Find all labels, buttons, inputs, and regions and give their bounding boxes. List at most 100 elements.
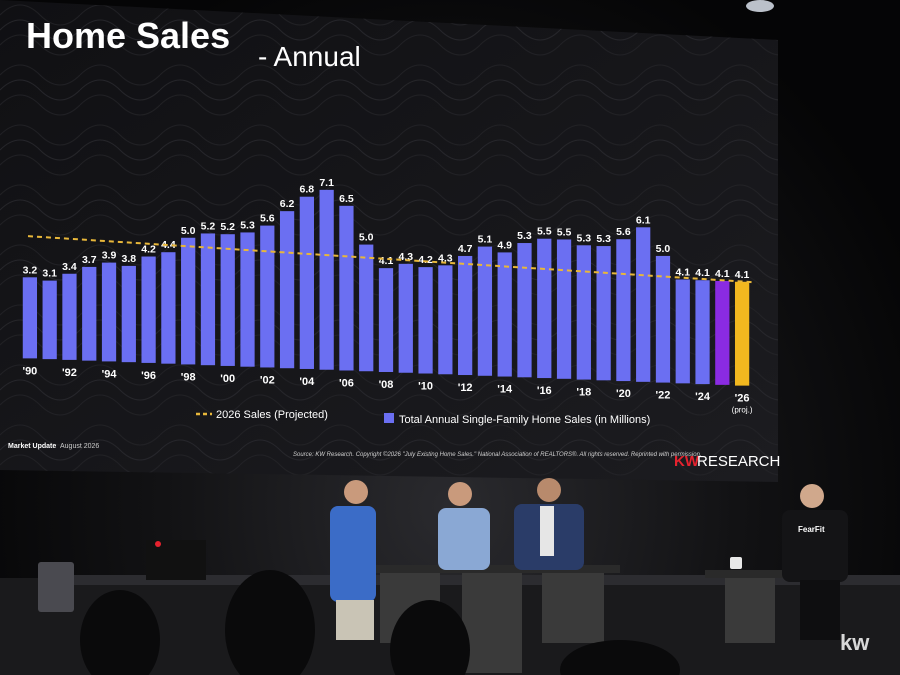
bar-24	[695, 280, 710, 385]
presenter-4-tshirt	[782, 510, 848, 582]
bar-02	[260, 225, 275, 368]
bar-series: 3.2 3.1 3.4 3.7 3.9 3.8 4.2 4.4 5.0 5.2 5.2 5.3 5.6 6…	[22, 177, 753, 386]
bar-14	[497, 252, 512, 377]
bar-09	[398, 263, 413, 373]
data-label: 4.4	[161, 239, 176, 251]
data-label: 3.2	[23, 264, 38, 276]
presenter-3-head	[537, 478, 561, 502]
data-label: 4.3	[438, 252, 453, 264]
x-tick-note: (proj.)	[732, 406, 753, 415]
presenter-3-shirt	[540, 506, 554, 556]
footer-date: August 2026	[60, 443, 99, 450]
bar-15	[517, 243, 532, 378]
bar-11	[438, 265, 453, 375]
bar-13	[477, 246, 493, 376]
audience-silhouette	[80, 590, 160, 675]
bar-96	[141, 256, 156, 363]
x-tick-label: '26	[735, 393, 750, 405]
audience-silhouette	[225, 570, 315, 675]
bar-92	[62, 273, 77, 360]
bar-21	[636, 227, 651, 382]
data-label: 5.3	[596, 233, 611, 245]
presenter-1-pants	[336, 600, 374, 640]
bar-07	[359, 244, 374, 372]
desk-pedestal-right	[542, 573, 604, 643]
brand-research: RESEARCH	[697, 453, 780, 470]
bar-19	[596, 246, 611, 381]
desk-pedestal-center	[462, 573, 522, 673]
topographic-pattern	[0, 0, 778, 482]
data-label: 5.1	[478, 234, 493, 246]
chair	[38, 562, 74, 612]
data-label: 7.1	[319, 177, 334, 189]
data-label: 4.2	[418, 254, 433, 266]
x-tick-label: '20	[616, 388, 631, 400]
presenter-4-pants	[800, 580, 840, 640]
side-table-top	[705, 570, 785, 578]
x-tick-label: '10	[418, 381, 433, 393]
bar-06	[339, 205, 354, 371]
data-label: 5.5	[537, 226, 552, 238]
presenter-2-shirt	[438, 508, 490, 570]
data-label: 5.2	[220, 221, 235, 233]
presenter-1-head	[344, 480, 368, 504]
data-label: 5.3	[240, 219, 255, 231]
x-tick-label: '24	[695, 391, 711, 403]
bar-20	[616, 239, 631, 382]
legend-square-icon	[384, 413, 394, 423]
data-label: 5.3	[517, 230, 532, 242]
bar-16	[537, 238, 552, 379]
data-label: 5.0	[656, 243, 671, 255]
x-tick-label: '22	[656, 390, 671, 402]
bar-18	[576, 245, 591, 380]
data-label: 3.7	[82, 254, 97, 266]
bar-91	[42, 280, 57, 360]
data-label: 6.1	[636, 214, 651, 226]
data-label: 5.3	[577, 232, 592, 244]
data-label: 5.5	[557, 226, 572, 238]
x-tick-label: '18	[576, 387, 591, 399]
x-tick-label: '00	[220, 373, 235, 385]
bar-90	[22, 277, 38, 359]
legend-bars-label: Total Annual Single-Family Home Sales (i…	[399, 414, 650, 426]
desk-top	[360, 565, 620, 573]
x-tick-label: '04	[299, 376, 315, 388]
brand-kw: KW	[674, 453, 700, 470]
candle	[730, 557, 742, 569]
data-label: 3.8	[122, 253, 137, 265]
data-label: 6.8	[300, 184, 315, 196]
bar-99	[200, 233, 216, 366]
data-label: 4.9	[497, 239, 512, 251]
bar-93	[82, 266, 97, 361]
bar-01	[240, 232, 255, 367]
x-tick-label: '06	[339, 377, 354, 389]
bar-26	[734, 281, 750, 386]
bar-00	[220, 234, 235, 366]
x-tick-label: '16	[537, 385, 552, 397]
data-label: 4.1	[379, 255, 394, 267]
slide-canvas: Home Sales - Annual 3.2 3.1 3.4 3.7 3.9 3.8 4.…	[0, 0, 780, 482]
bar-10	[418, 267, 433, 374]
presenter-4-head	[800, 484, 824, 508]
x-tick-label: '92	[62, 367, 77, 379]
data-label: 3.1	[42, 268, 57, 280]
data-label: 3.4	[62, 261, 77, 273]
podium-kw-logo: kw	[840, 630, 870, 655]
x-tick-label: '02	[260, 374, 275, 386]
ceiling-light	[746, 0, 774, 12]
data-label: 5.6	[616, 226, 631, 238]
data-label: 5.0	[359, 232, 374, 244]
x-tick-label: '98	[181, 371, 196, 383]
stage-scene: FearFit kw	[0, 478, 900, 675]
bar-97	[161, 252, 176, 364]
tshirt-logo-text: FearFit	[798, 525, 825, 534]
data-label: 3.9	[102, 250, 117, 262]
data-label: 6.2	[280, 198, 295, 210]
bar-25	[715, 280, 730, 385]
bar-98	[181, 237, 196, 365]
bar-94	[101, 262, 117, 362]
bar-03	[279, 211, 295, 369]
camera-tally-light	[155, 541, 161, 547]
bar-23	[675, 279, 690, 384]
presenter-1-blazer	[330, 506, 376, 602]
